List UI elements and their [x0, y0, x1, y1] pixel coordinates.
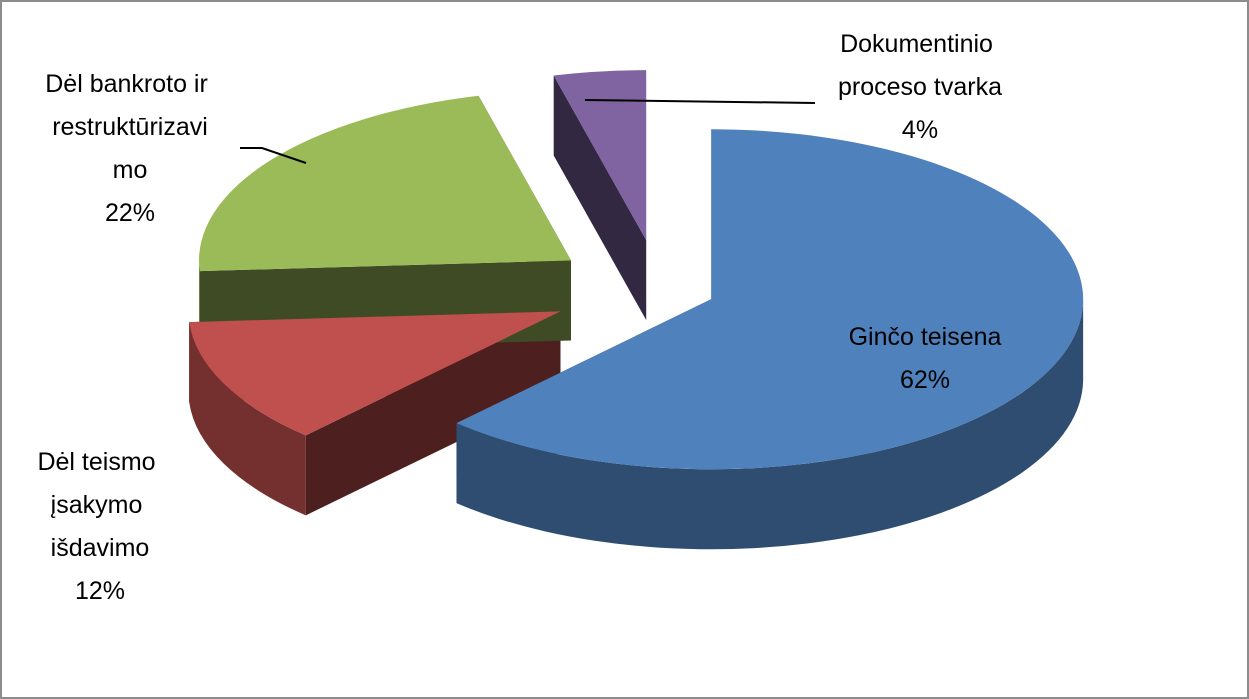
label-line: išdavimo [51, 534, 150, 562]
label-line: Dėl teismo [37, 448, 162, 476]
slice-wall [553, 75, 647, 321]
slice [189, 311, 561, 436]
label-line: restruktūrizavi [52, 113, 208, 141]
label-line: mo [113, 156, 148, 184]
label-line: proceso tvarka [838, 73, 1002, 101]
data-label-value: 22% [105, 199, 155, 227]
label-line: Dokumentinio [840, 30, 1000, 58]
slice-side [189, 322, 306, 516]
slice [199, 95, 572, 272]
data-label-name: Dėl teismo įsakymo išdavimo [37, 448, 162, 562]
data-label-value: 62% [900, 366, 950, 394]
data-label-value: 12% [75, 577, 125, 605]
label-line: Ginčo teisena [849, 323, 1002, 351]
slice [553, 70, 647, 241]
leader-line [240, 147, 307, 164]
label-line: įsakymo [51, 491, 150, 519]
data-label-name: Dėl bankroto ir restruktūrizavi mo [45, 70, 215, 184]
data-label-value: 4% [902, 116, 938, 144]
label-line: Dėl bankroto ir [45, 70, 215, 98]
slice [456, 129, 1084, 470]
data-label-name: Ginčo teisena [849, 323, 1002, 351]
leader-line [584, 99, 816, 104]
data-label-name: Dokumentinio proceso tvarka [838, 30, 1002, 101]
slice-side [456, 299, 1084, 550]
